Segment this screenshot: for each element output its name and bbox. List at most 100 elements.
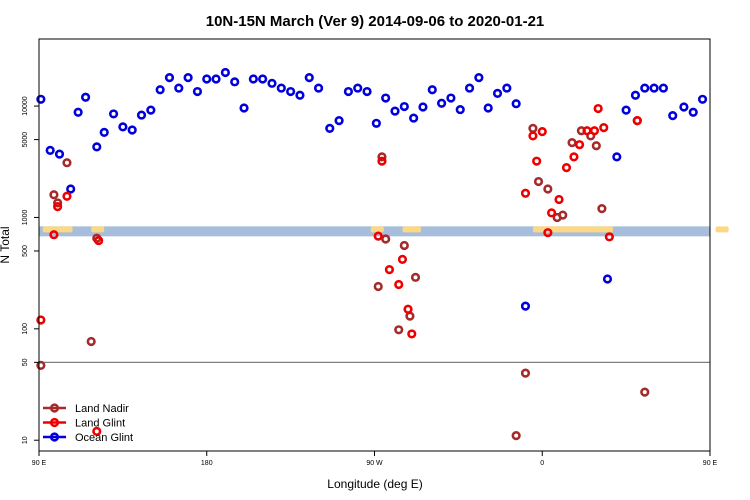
data-point: [405, 311, 415, 321]
data-point: [394, 325, 404, 335]
data-point: [492, 88, 503, 98]
legend-marker: [49, 432, 60, 442]
y-tick-label: 50: [22, 358, 29, 366]
data-point: [220, 67, 230, 78]
data-point: [464, 83, 475, 93]
data-point: [239, 103, 249, 113]
data-point: [62, 158, 72, 168]
data-point: [597, 204, 607, 214]
data-point: [602, 274, 613, 284]
data-point: [502, 83, 512, 93]
data-point: [80, 92, 91, 102]
data-point: [54, 149, 65, 159]
data-point: [373, 281, 383, 292]
data-point: [520, 368, 531, 378]
data-point: [399, 240, 409, 251]
data-point: [334, 116, 344, 126]
map-strip-land: [370, 226, 384, 233]
data-point: [390, 106, 400, 116]
data-point: [377, 152, 387, 162]
data-point: [325, 123, 335, 134]
data-point: [546, 208, 557, 218]
data-point: [528, 123, 538, 134]
data-point: [520, 188, 531, 198]
data-point: [49, 230, 59, 240]
data-point: [567, 137, 577, 148]
data-point: [94, 235, 104, 246]
x-axis-label: Longitude (deg E): [327, 477, 422, 491]
data-point: [313, 83, 324, 93]
data-point: [92, 426, 102, 436]
y-tick-label: 5000: [22, 132, 29, 148]
data-point: [286, 86, 296, 97]
x-tick-label: 90 W: [366, 460, 383, 467]
data-point: [397, 254, 408, 265]
data-point: [574, 140, 585, 150]
data-point: [384, 265, 395, 275]
data-point: [558, 210, 568, 220]
data-point: [533, 176, 544, 187]
data-point: [73, 107, 83, 117]
data-point: [258, 74, 268, 84]
data-point: [604, 232, 614, 242]
data-point: [155, 85, 165, 95]
legend-label: Land Nadir: [75, 403, 129, 415]
data-point: [640, 83, 650, 93]
data-point: [377, 156, 387, 166]
plot-frame: [38, 38, 711, 452]
data-point: [621, 105, 631, 115]
data-point: [483, 103, 493, 113]
data-point: [630, 90, 641, 100]
series-land-glint: [36, 103, 642, 436]
legend-marker: [49, 417, 60, 428]
data-point: [632, 116, 642, 126]
data-point: [371, 118, 381, 128]
data-point: [267, 78, 277, 88]
data-point: [589, 126, 600, 136]
data-point: [136, 110, 147, 120]
data-point: [520, 301, 531, 311]
series-land-nadir: [36, 116, 650, 441]
data-point: [399, 101, 409, 112]
series-ocean-glint: [36, 67, 708, 311]
data-point: [554, 194, 564, 205]
data-point: [304, 73, 314, 83]
y-axis: 10 50 100 500 1000 5000 10000: [22, 96, 39, 444]
data-point: [543, 228, 553, 238]
data-point: [688, 107, 698, 117]
data-point: [362, 86, 372, 97]
y-tick-label: 10: [22, 436, 29, 444]
data-point: [381, 93, 391, 103]
x-axis: 90 E 180 90 W 0 90 E: [32, 451, 718, 467]
data-point: [202, 74, 212, 84]
data-point: [532, 156, 542, 166]
y-tick-label: 1000: [22, 210, 29, 226]
map-strip: [39, 226, 729, 237]
legend-label: Ocean Glint: [75, 432, 133, 444]
data-point: [409, 113, 419, 123]
data-point: [53, 198, 63, 208]
data-point: [183, 73, 193, 83]
data-point: [45, 145, 55, 155]
map-strip-land: [91, 226, 105, 233]
data-point: [62, 191, 72, 201]
data-point: [118, 122, 128, 132]
legend-label: Land Glint: [75, 418, 125, 430]
data-point: [427, 85, 437, 95]
data-point: [668, 111, 678, 121]
data-point: [248, 74, 258, 84]
data-point: [36, 94, 46, 104]
data-point: [36, 315, 46, 325]
data-point: [192, 86, 203, 97]
data-point: [591, 141, 601, 151]
data-point: [511, 99, 521, 109]
data-point: [49, 190, 59, 200]
y-tick-label: 10000: [22, 96, 29, 116]
data-point: [276, 83, 286, 93]
map-strip-land: [715, 226, 729, 233]
data-point: [230, 77, 240, 87]
map-strip-land: [532, 226, 614, 233]
data-point: [446, 93, 456, 103]
data-point: [174, 83, 184, 93]
